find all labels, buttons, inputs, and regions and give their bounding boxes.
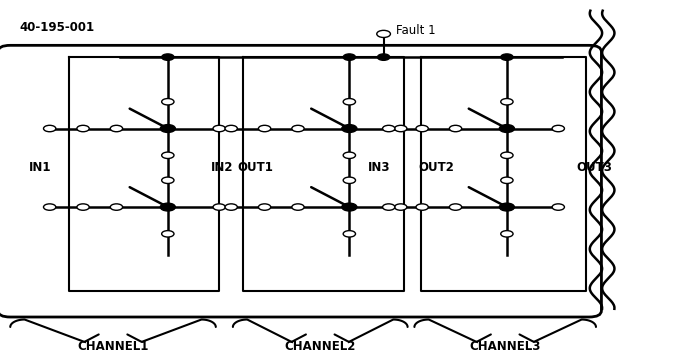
Text: OUT1: OUT1 <box>237 161 273 174</box>
Circle shape <box>343 54 356 60</box>
Circle shape <box>342 203 357 211</box>
Circle shape <box>162 54 174 60</box>
Text: OUT2: OUT2 <box>419 161 455 174</box>
Circle shape <box>377 30 390 37</box>
Text: IN1: IN1 <box>29 161 51 174</box>
Circle shape <box>343 152 356 159</box>
Text: Fault 1: Fault 1 <box>396 24 436 37</box>
Circle shape <box>501 54 513 60</box>
Circle shape <box>292 204 304 210</box>
Circle shape <box>395 204 407 210</box>
Circle shape <box>449 125 462 132</box>
Text: IN3: IN3 <box>369 161 390 174</box>
Circle shape <box>377 54 390 60</box>
Circle shape <box>110 204 123 210</box>
Circle shape <box>416 204 428 210</box>
Circle shape <box>499 125 514 132</box>
Circle shape <box>258 125 271 132</box>
Text: IN2: IN2 <box>210 161 233 174</box>
Circle shape <box>501 177 513 183</box>
Circle shape <box>499 203 514 211</box>
Circle shape <box>501 152 513 159</box>
Circle shape <box>162 99 174 105</box>
Circle shape <box>501 99 513 105</box>
Circle shape <box>449 204 462 210</box>
Circle shape <box>225 204 238 210</box>
Circle shape <box>213 125 225 132</box>
Circle shape <box>343 99 356 105</box>
Text: 40-195-001: 40-195-001 <box>19 21 95 34</box>
Circle shape <box>343 231 356 237</box>
FancyBboxPatch shape <box>0 45 601 317</box>
Circle shape <box>162 152 174 159</box>
Circle shape <box>501 231 513 237</box>
Text: CHANNEL2: CHANNEL2 <box>284 340 356 353</box>
Circle shape <box>552 125 564 132</box>
Circle shape <box>160 125 175 132</box>
Circle shape <box>382 204 395 210</box>
Text: OUT3: OUT3 <box>576 161 612 174</box>
Circle shape <box>343 177 356 183</box>
Circle shape <box>416 125 428 132</box>
Circle shape <box>225 125 238 132</box>
Circle shape <box>162 177 174 183</box>
Circle shape <box>213 204 225 210</box>
Circle shape <box>292 125 304 132</box>
Circle shape <box>382 125 395 132</box>
Circle shape <box>77 204 89 210</box>
Circle shape <box>258 204 271 210</box>
Circle shape <box>552 204 564 210</box>
Circle shape <box>395 125 407 132</box>
Circle shape <box>342 125 357 132</box>
Circle shape <box>44 204 56 210</box>
Circle shape <box>110 125 123 132</box>
Circle shape <box>44 125 56 132</box>
Circle shape <box>160 203 175 211</box>
Circle shape <box>77 125 89 132</box>
Text: CHANNEL3: CHANNEL3 <box>469 340 541 353</box>
Text: CHANNEL1: CHANNEL1 <box>77 340 149 353</box>
Circle shape <box>162 231 174 237</box>
